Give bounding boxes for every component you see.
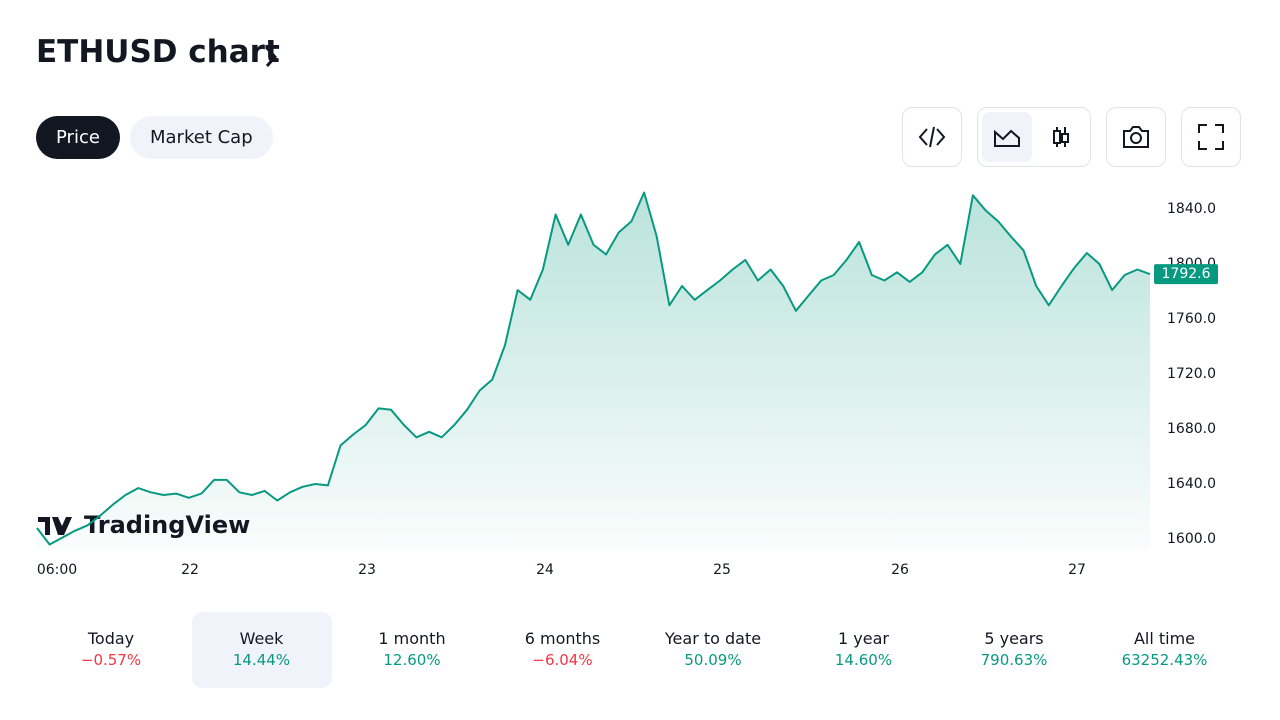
title: ETHUSD chart bbox=[36, 34, 280, 70]
y-tick-label: 1680.0 bbox=[1167, 421, 1216, 437]
period-tab[interactable]: Year to date 50.09% bbox=[643, 612, 783, 688]
area-fill bbox=[37, 192, 1150, 550]
period-label: 1 month bbox=[378, 629, 446, 648]
period-label: 1 year bbox=[838, 629, 889, 648]
period-label: 5 years bbox=[984, 629, 1044, 648]
period-label: All time bbox=[1133, 629, 1196, 648]
fullscreen-button[interactable] bbox=[1181, 107, 1241, 167]
period-change: −0.57% bbox=[80, 651, 142, 669]
y-tick-label: 1720.0 bbox=[1167, 366, 1216, 382]
x-tick-label: 22 bbox=[181, 562, 199, 578]
price-line bbox=[36, 191, 1151, 546]
period-tab[interactable]: 5 years 790.63% bbox=[944, 612, 1084, 688]
y-tick-label: 1640.0 bbox=[1167, 476, 1216, 492]
period-label: 6 months bbox=[524, 629, 601, 648]
chart-style-group bbox=[977, 107, 1091, 167]
x-tick-label: 27 bbox=[1068, 562, 1086, 578]
period-label: Year to date bbox=[664, 629, 762, 648]
period-tab[interactable]: Week 14.44% bbox=[191, 612, 332, 688]
tab[interactable]: Market Cap bbox=[130, 116, 273, 159]
period-tab[interactable]: 1 month 12.60% bbox=[342, 612, 482, 688]
x-tick-label: 26 bbox=[891, 562, 909, 578]
period-change: 14.60% bbox=[834, 651, 893, 669]
period-label: Week bbox=[239, 629, 284, 648]
period-tab[interactable]: 1 year 14.60% bbox=[794, 612, 934, 688]
x-tick-label: 24 bbox=[536, 562, 554, 578]
period-tab[interactable]: All time 63252.43% bbox=[1095, 612, 1235, 688]
logo-icon bbox=[38, 517, 72, 535]
x-tick-label: 23 bbox=[358, 562, 376, 578]
tab[interactable]: Price bbox=[36, 116, 120, 159]
y-tick-label: 1760.0 bbox=[1167, 311, 1216, 327]
period-tab[interactable]: Today −0.57% bbox=[41, 612, 181, 688]
chevron bbox=[265, 47, 278, 67]
period-change: 12.60% bbox=[383, 651, 441, 669]
last-price-label: 1792.6 bbox=[1162, 266, 1211, 282]
chart: TradingView 1600.0 1640.0 1680.0 1720.0 1760… bbox=[36, 191, 1218, 578]
period-tab[interactable]: 6 months −6.04% bbox=[493, 612, 633, 688]
period-label: Today bbox=[87, 629, 135, 648]
y-tick-label: 1600.0 bbox=[1167, 531, 1216, 547]
area-button[interactable] bbox=[982, 112, 1032, 162]
embed-button[interactable] bbox=[902, 107, 962, 167]
period-change: 50.09% bbox=[684, 651, 742, 669]
x-tick-label: 25 bbox=[713, 562, 731, 578]
logo-text: TradingView bbox=[84, 511, 250, 539]
x-tick-label: 06:00 bbox=[37, 562, 77, 578]
last-price-tag bbox=[1154, 264, 1218, 285]
snapshot-button[interactable] bbox=[1106, 107, 1166, 167]
candle-button[interactable] bbox=[1036, 112, 1086, 162]
period-change: 14.44% bbox=[232, 651, 291, 669]
period-change: 790.63% bbox=[980, 651, 1048, 669]
watermark: TradingView bbox=[38, 511, 250, 539]
y-tick-label: 1840.0 bbox=[1167, 201, 1216, 217]
period-change: −6.04% bbox=[532, 651, 593, 669]
period-change: 63252.43% bbox=[1121, 651, 1208, 669]
